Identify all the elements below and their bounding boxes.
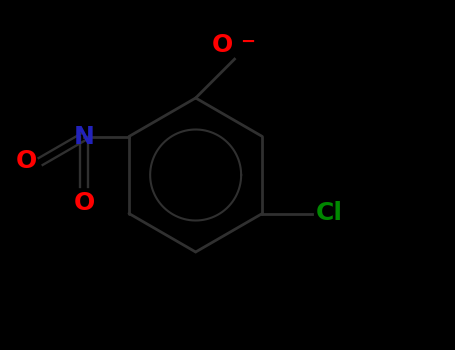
Text: Cl: Cl xyxy=(315,202,342,225)
Text: O: O xyxy=(73,190,95,215)
Text: O: O xyxy=(15,149,37,174)
Text: −: − xyxy=(241,33,256,51)
Text: N: N xyxy=(74,125,94,148)
Text: O: O xyxy=(211,33,233,57)
